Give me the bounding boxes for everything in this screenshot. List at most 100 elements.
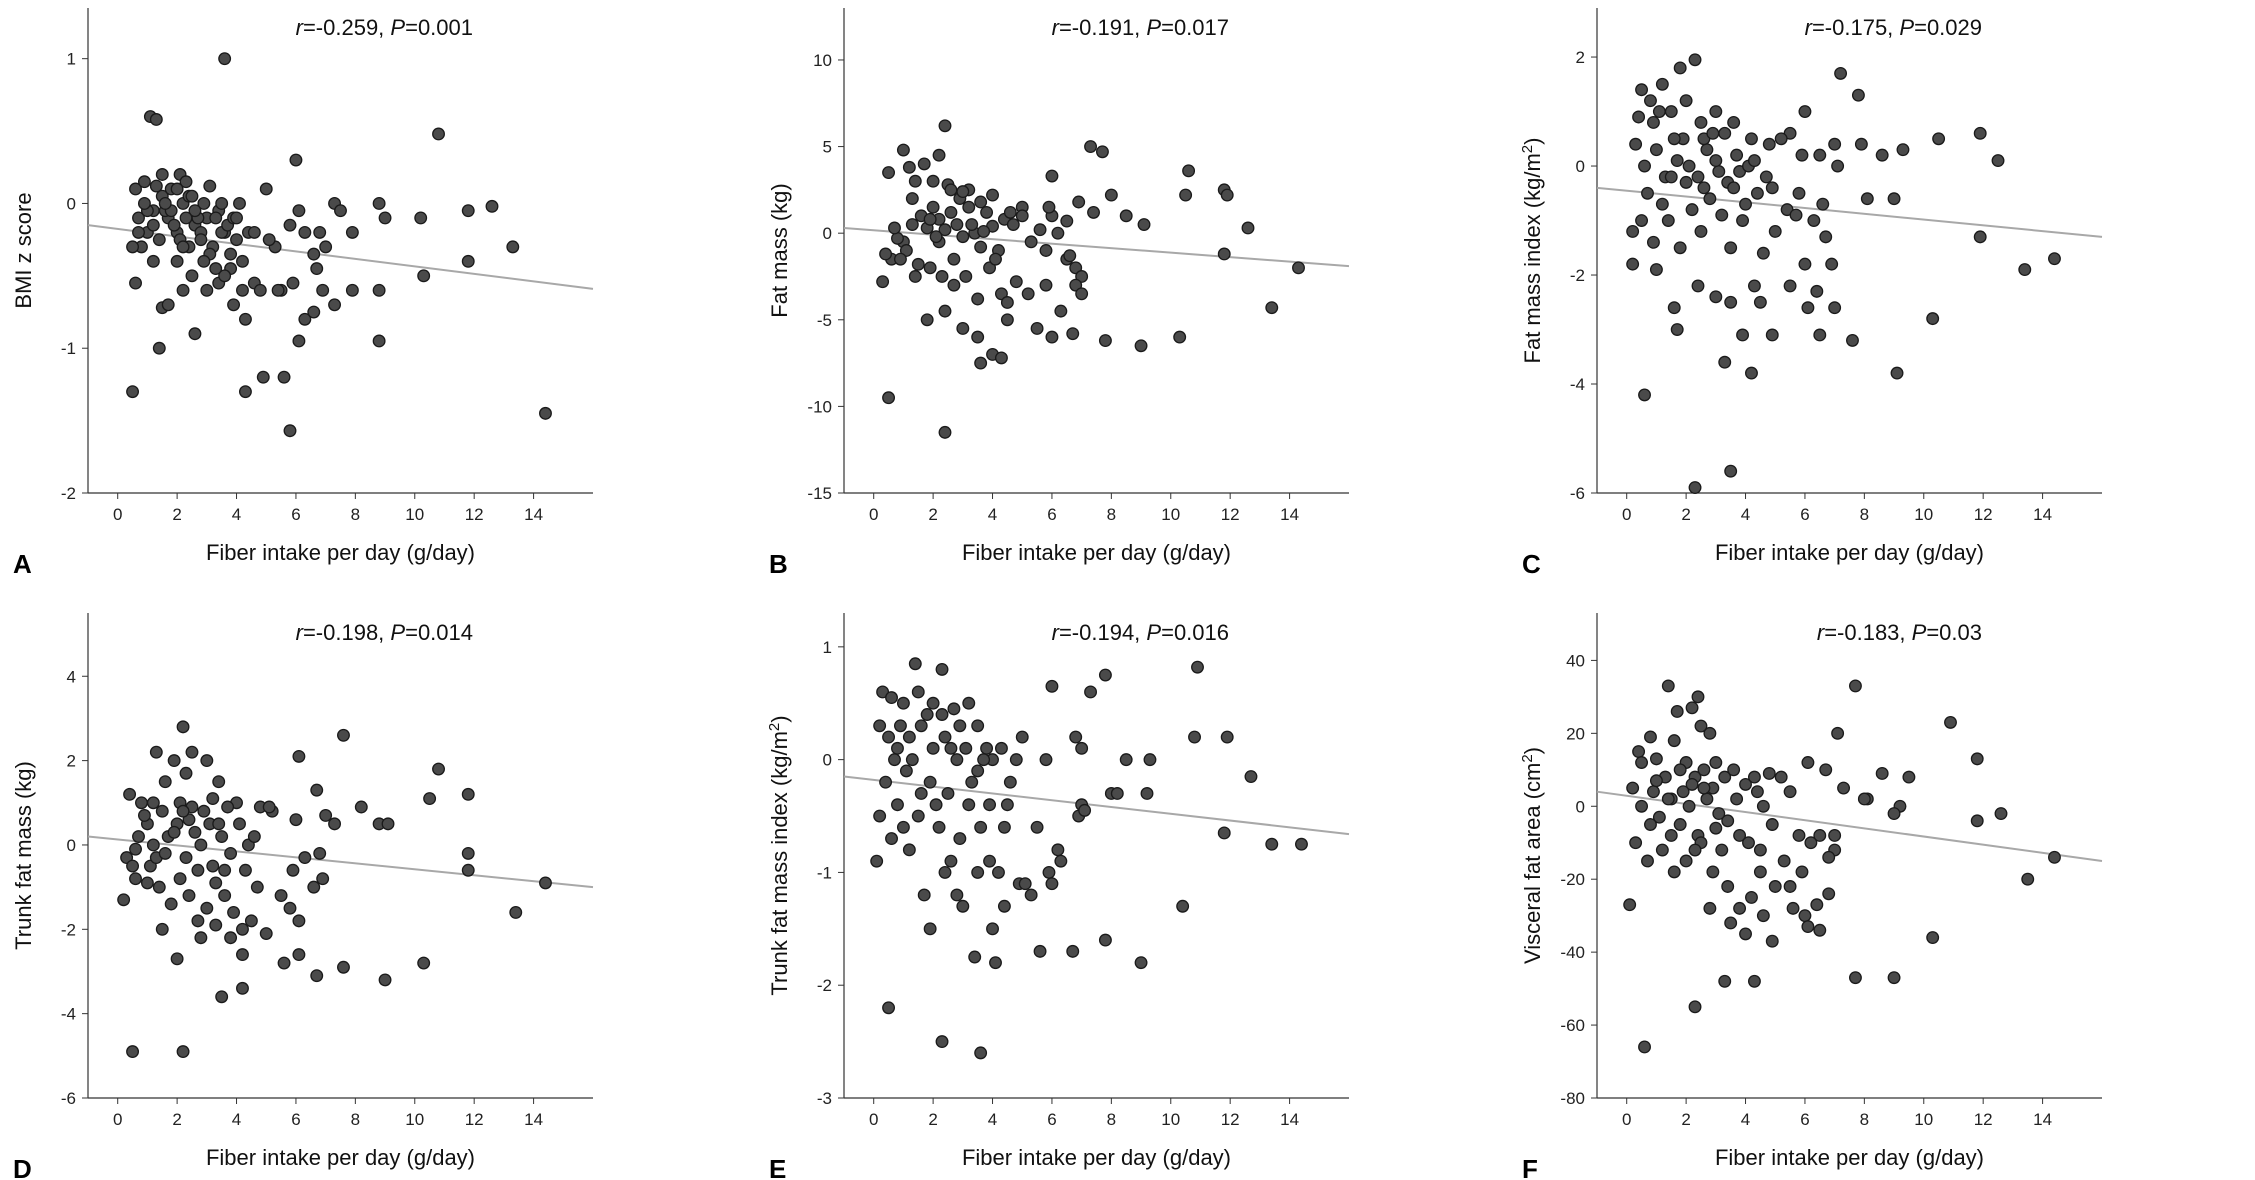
y-tick-label: 4 bbox=[67, 667, 76, 686]
data-point bbox=[146, 796, 160, 810]
panel-letter: A bbox=[13, 549, 32, 579]
data-point bbox=[194, 931, 208, 945]
data-point bbox=[1727, 115, 1741, 129]
data-point bbox=[1944, 715, 1957, 729]
y-axis-label: Fat mass (kg) bbox=[767, 183, 792, 317]
data-point bbox=[126, 385, 140, 399]
data-point bbox=[149, 745, 163, 759]
data-point bbox=[1709, 821, 1723, 835]
data-point bbox=[372, 196, 386, 210]
data-point bbox=[1045, 877, 1059, 891]
data-point bbox=[1626, 257, 1640, 271]
data-point bbox=[307, 880, 321, 894]
data-point bbox=[1798, 105, 1812, 118]
data-point bbox=[1857, 792, 1871, 806]
data-point bbox=[1747, 279, 1761, 293]
data-point bbox=[236, 948, 249, 962]
y-tick-label: 5 bbox=[823, 138, 832, 157]
data-point bbox=[277, 956, 291, 970]
regression-line bbox=[843, 775, 1350, 836]
data-point bbox=[247, 830, 261, 843]
data-point bbox=[1679, 854, 1693, 868]
data-point bbox=[911, 809, 925, 823]
data-point bbox=[1667, 734, 1681, 748]
data-point bbox=[1632, 745, 1646, 759]
data-point bbox=[1688, 481, 1702, 495]
data-point bbox=[146, 254, 160, 268]
data-point bbox=[935, 662, 949, 676]
data-point bbox=[929, 798, 943, 812]
x-tick-label: 10 bbox=[1914, 505, 1933, 524]
data-point bbox=[170, 952, 184, 966]
data-point bbox=[920, 313, 934, 327]
data-point bbox=[179, 851, 193, 865]
data-point bbox=[298, 851, 312, 865]
data-point bbox=[215, 990, 229, 1004]
data-point bbox=[1822, 887, 1836, 901]
panel-letter: C bbox=[1522, 549, 1541, 579]
data-point bbox=[209, 918, 223, 932]
y-axis-label-text: Trunk fat mass index (kg/m bbox=[767, 731, 792, 995]
data-point bbox=[2048, 252, 2061, 266]
data-point bbox=[1783, 279, 1797, 293]
data-point bbox=[1015, 209, 1029, 223]
data-point bbox=[378, 973, 392, 987]
data-point bbox=[1768, 224, 1782, 238]
x-tick-label: 6 bbox=[1047, 1110, 1056, 1129]
y-tick-label: -15 bbox=[807, 484, 832, 503]
data-point bbox=[372, 283, 386, 297]
x-tick-label: 8 bbox=[351, 505, 360, 524]
stat-r-symbol: r bbox=[1805, 15, 1814, 40]
stat-p-symbol: P bbox=[390, 620, 405, 645]
data-point bbox=[974, 240, 988, 254]
data-point bbox=[882, 730, 896, 744]
data-point bbox=[1265, 301, 1279, 315]
data-point bbox=[1742, 836, 1755, 850]
y-axis-label: Fat mass index (kg/m2) bbox=[1519, 138, 1546, 364]
data-point bbox=[271, 283, 285, 297]
data-point bbox=[971, 865, 985, 879]
data-point bbox=[283, 901, 297, 915]
data-point bbox=[1765, 934, 1779, 948]
data-point bbox=[1792, 186, 1806, 200]
stat-r-value: =-0.191, bbox=[1059, 15, 1146, 40]
data-point bbox=[1810, 284, 1824, 298]
data-point bbox=[253, 283, 267, 297]
y-tick-label: -4 bbox=[61, 1005, 76, 1024]
x-tick-label: 4 bbox=[232, 1110, 241, 1129]
data-point bbox=[1143, 753, 1157, 767]
data-point bbox=[2018, 263, 2032, 277]
data-point bbox=[2021, 872, 2035, 886]
data-point bbox=[902, 160, 916, 174]
data-point bbox=[923, 922, 937, 936]
data-point bbox=[1667, 132, 1681, 146]
correlation-stat: r=-0.175, P=0.029 bbox=[1805, 15, 1982, 40]
data-point bbox=[316, 283, 330, 297]
data-point bbox=[1054, 854, 1068, 868]
data-point bbox=[1039, 753, 1053, 767]
data-point bbox=[286, 863, 300, 877]
data-point bbox=[1664, 105, 1678, 118]
data-point bbox=[989, 252, 1002, 266]
data-point bbox=[286, 276, 300, 290]
data-point bbox=[283, 424, 297, 438]
data-point bbox=[292, 914, 306, 928]
y-tick-label: -2 bbox=[61, 484, 76, 503]
data-point bbox=[132, 225, 145, 239]
data-point bbox=[953, 719, 967, 733]
y-tick-label: -3 bbox=[817, 1089, 832, 1108]
y-axis-label-superscript: 2 bbox=[1519, 145, 1536, 153]
data-point bbox=[1635, 799, 1649, 813]
data-point bbox=[956, 899, 970, 913]
data-point bbox=[935, 708, 949, 721]
x-tick-label: 0 bbox=[869, 1110, 878, 1129]
data-point bbox=[1009, 275, 1023, 289]
data-point bbox=[1000, 798, 1014, 812]
data-point bbox=[310, 783, 324, 797]
data-point bbox=[891, 798, 904, 812]
y-tick-label: 0 bbox=[1576, 157, 1585, 176]
data-point bbox=[1667, 301, 1681, 315]
data-point bbox=[200, 901, 214, 915]
data-point bbox=[1045, 330, 1059, 344]
data-point bbox=[893, 719, 907, 733]
